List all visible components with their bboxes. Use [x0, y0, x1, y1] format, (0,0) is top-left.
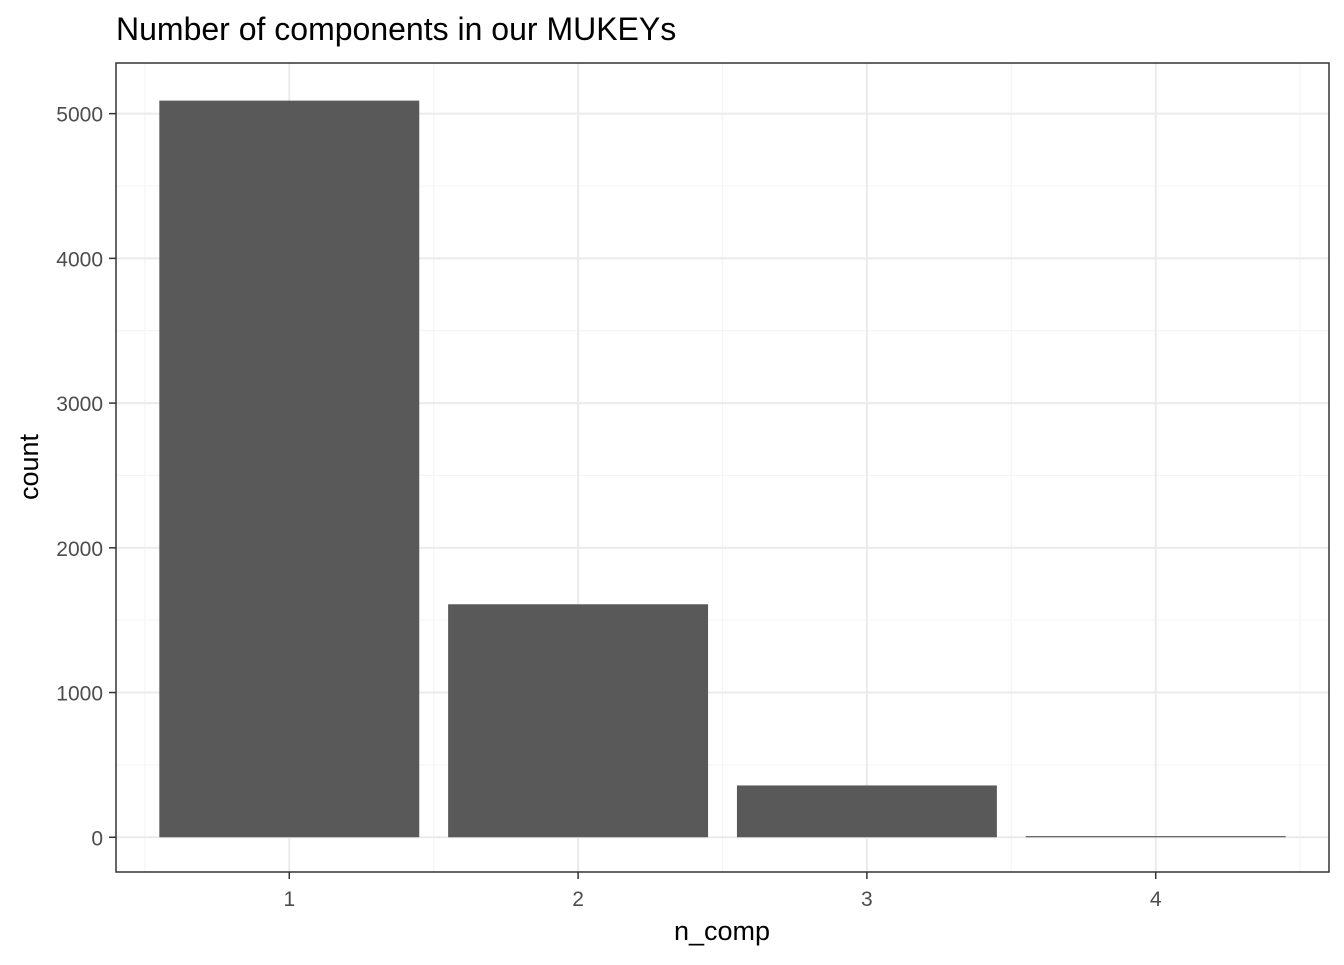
bar-4 [1025, 836, 1286, 838]
x-tick-label: 3 [861, 888, 873, 911]
bars [159, 100, 1286, 838]
axis-ticks: 0 1000 2000 3000 4000 5000 1 2 3 4 [56, 104, 1162, 911]
y-tick-label: 3000 [56, 393, 103, 416]
panel-frame [115, 62, 1330, 873]
y-axis-title: count [14, 433, 44, 500]
y-tick-label: 5000 [56, 104, 103, 127]
x-tick-label: 1 [283, 888, 295, 911]
y-tick-label: 1000 [56, 683, 103, 706]
panel-border [115, 62, 1330, 873]
x-tick-label: 4 [1150, 888, 1162, 911]
y-tick-label: 2000 [56, 538, 103, 561]
y-tick-label: 4000 [56, 248, 103, 271]
bar-2 [448, 604, 709, 838]
x-tick-label: 2 [572, 888, 584, 911]
y-tick-label: 0 [91, 827, 103, 850]
x-axis-title: n_comp [674, 916, 770, 946]
bar-1 [159, 100, 420, 838]
bar-3 [736, 785, 997, 838]
chart-title: Number of components in our MUKEYs [116, 11, 676, 47]
